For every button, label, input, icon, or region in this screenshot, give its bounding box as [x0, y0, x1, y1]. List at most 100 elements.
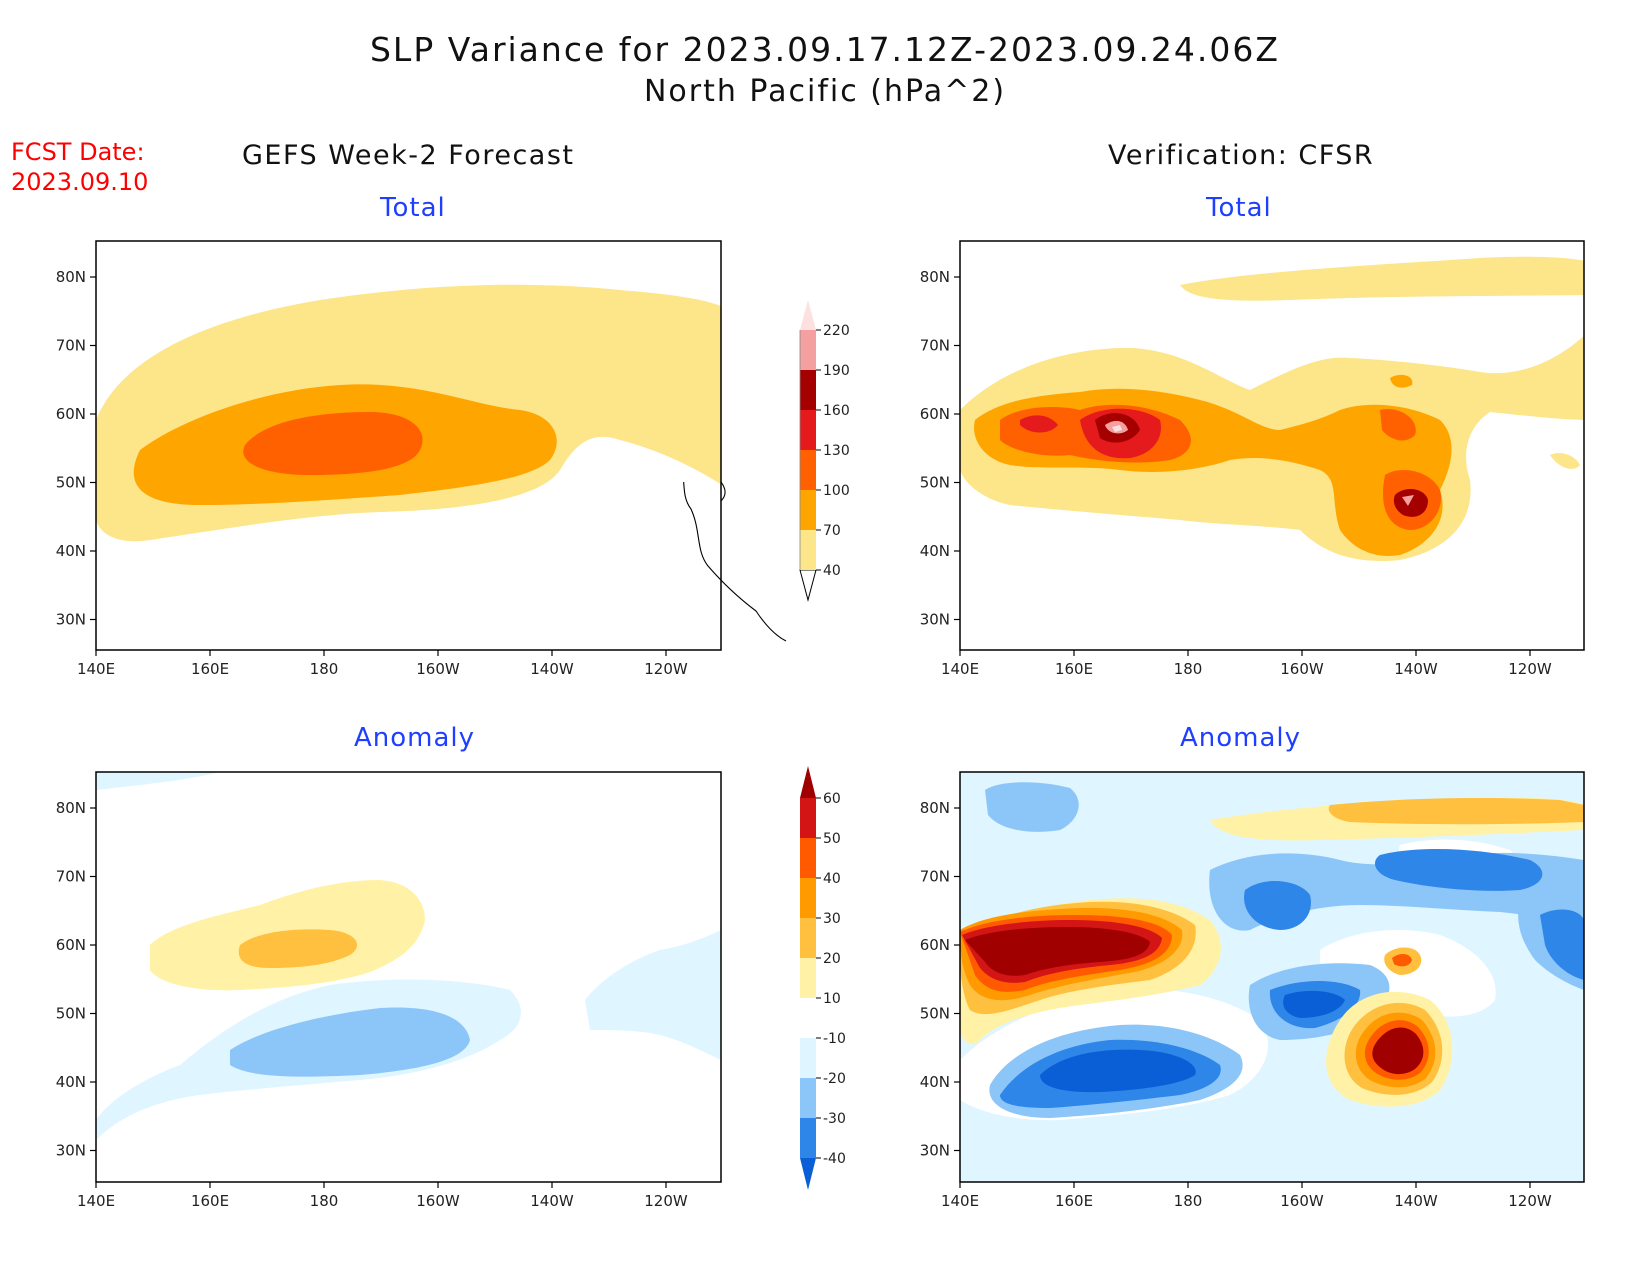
colorbar-total-upper-extend: [800, 300, 816, 330]
colorbar-anomaly-swatch: [800, 1118, 816, 1158]
forecast-date-label: FCST Date:: [11, 138, 145, 166]
colorbar-anomaly-label: -10: [823, 1031, 846, 1047]
colorbar-anomaly-label: 10: [823, 991, 841, 1007]
colorbar-total-swatch: [800, 370, 816, 410]
lat-label-50N: 50N: [920, 1005, 950, 1023]
colorbar-total-swatch: [800, 450, 816, 490]
colorbar-anomaly-swatch: [800, 1078, 816, 1118]
colorbar-anomaly-label: -40: [823, 1151, 846, 1167]
lon-label-120W: 120W: [1508, 660, 1552, 678]
colorbar-total-label: 160: [823, 403, 850, 419]
colorbar-total: 40 70 100 130 160 190 220: [799, 300, 850, 602]
lon-label-160E: 160E: [191, 660, 229, 678]
lat-label-40N: 40N: [920, 1073, 950, 1091]
lon-label-140E: 140E: [77, 1192, 115, 1210]
colorbar-total-swatch: [800, 410, 816, 450]
lat-label-50N: 50N: [56, 474, 86, 492]
lon-label-140W: 140W: [530, 1192, 574, 1210]
lat-label-80N: 80N: [920, 268, 950, 286]
colorbar-total-label: 190: [823, 363, 850, 379]
colorbar-total-swatch: [800, 330, 816, 370]
panel-title-cfsr-anomaly: Anomaly: [1180, 723, 1302, 753]
cfsr-anomaly-map: 80N 70N 60N 50N 40N 30N 140E 160E 180 160W 140W 120…: [920, 771, 1585, 1210]
colorbar-anomaly-label: 40: [823, 871, 841, 887]
lon-label-140W: 140W: [1394, 660, 1438, 678]
column-heading-gefs: GEFS Week-2 Forecast: [242, 140, 575, 171]
forecast-date-value: 2023.09.10: [11, 168, 149, 196]
colorbar-anomaly-upper-extend: [800, 766, 816, 798]
lon-label-180: 180: [310, 660, 339, 678]
colorbar-total-label: 40: [823, 563, 841, 579]
cfsr-total-map: 80N 70N 60N 50N 40N 30N 140E 160E 180 160W 140W 120…: [920, 240, 1585, 678]
gefs-total-map: 80N 70N 60N 50N 40N 30N 140E 160E 180 160W 140W 120…: [56, 240, 787, 678]
colorbar-total-swatch: [800, 490, 816, 530]
colorbar-anomaly-swatch: [800, 918, 816, 958]
colorbar-anomaly-label: -20: [823, 1071, 846, 1087]
lat-label-70N: 70N: [56, 337, 86, 355]
lat-label-60N: 60N: [920, 936, 950, 954]
lat-label-40N: 40N: [920, 542, 950, 560]
lon-label-120W: 120W: [1508, 1192, 1552, 1210]
lon-label-160W: 160W: [416, 1192, 460, 1210]
lon-label-140E: 140E: [77, 660, 115, 678]
lon-label-160E: 160E: [191, 1192, 229, 1210]
lon-label-140E: 140E: [941, 660, 979, 678]
colorbar-anomaly-label: 30: [823, 911, 841, 927]
colorbar-anomaly: -40 -30 -20 -10 10 20 30 40 50 60: [800, 766, 846, 1190]
colorbar-anomaly-lower-extend: [800, 1158, 816, 1190]
lat-label-80N: 80N: [56, 268, 86, 286]
lat-label-70N: 70N: [920, 868, 950, 886]
lat-label-50N: 50N: [920, 474, 950, 492]
colorbar-anomaly-swatch: [800, 798, 816, 838]
colorbar-anomaly-swatch: [800, 878, 816, 918]
lat-label-50N: 50N: [56, 1005, 86, 1023]
colorbar-anomaly-label: 20: [823, 951, 841, 967]
gefs-anomaly-map: 80N 70N 60N 50N 40N 30N 140E 160E 180 160W 140W 120…: [56, 771, 722, 1210]
colorbar-total-lower-extend: [799, 569, 817, 602]
colorbar-total-label: 130: [823, 443, 850, 459]
lon-label-140W: 140W: [1394, 1192, 1438, 1210]
lon-label-140W: 140W: [530, 660, 574, 678]
colorbar-anomaly-label: 60: [823, 791, 841, 807]
lat-label-30N: 30N: [56, 611, 86, 629]
lon-label-160E: 160E: [1055, 660, 1093, 678]
lon-label-180: 180: [310, 1192, 339, 1210]
lon-label-140E: 140E: [941, 1192, 979, 1210]
lat-label-60N: 60N: [56, 936, 86, 954]
colorbar-total-swatch: [800, 530, 816, 570]
figure-subtitle: North Pacific (hPa^2): [643, 74, 1007, 109]
column-heading-cfsr: Verification: CFSR: [1108, 140, 1375, 171]
lat-label-70N: 70N: [56, 868, 86, 886]
lat-label-60N: 60N: [56, 405, 86, 423]
lat-label-30N: 30N: [56, 1142, 86, 1160]
lon-label-160E: 160E: [1055, 1192, 1093, 1210]
lon-label-180: 180: [1174, 1192, 1203, 1210]
colorbar-anomaly-swatch: [800, 1038, 816, 1078]
colorbar-anomaly-swatch: [800, 838, 816, 878]
colorbar-total-label: 220: [823, 323, 850, 339]
lon-label-120W: 120W: [644, 1192, 688, 1210]
colorbar-total-label: 100: [823, 483, 850, 499]
lon-label-180: 180: [1174, 660, 1203, 678]
lat-label-40N: 40N: [56, 542, 86, 560]
lat-label-30N: 30N: [920, 611, 950, 629]
panel-title-gefs-total: Total: [380, 193, 446, 223]
lon-label-160W: 160W: [1280, 1192, 1324, 1210]
colorbar-anomaly-label: -30: [823, 1111, 846, 1127]
figure-title: SLP Variance for 2023.09.17.12Z-2023.09.…: [369, 30, 1281, 69]
lon-label-120W: 120W: [644, 660, 688, 678]
lat-label-80N: 80N: [56, 799, 86, 817]
panel-title-gefs-anomaly: Anomaly: [354, 723, 476, 753]
colorbar-anomaly-swatch: [800, 998, 816, 1038]
lat-label-70N: 70N: [920, 337, 950, 355]
lon-label-160W: 160W: [416, 660, 460, 678]
colorbar-anomaly-label: 50: [823, 831, 841, 847]
lat-label-30N: 30N: [920, 1142, 950, 1160]
colorbar-total-label: 70: [823, 523, 841, 539]
lat-label-60N: 60N: [920, 405, 950, 423]
colorbar-anomaly-swatch: [800, 958, 816, 998]
lat-label-80N: 80N: [920, 799, 950, 817]
panel-title-cfsr-total: Total: [1206, 193, 1272, 223]
lon-label-160W: 160W: [1280, 660, 1324, 678]
lat-label-40N: 40N: [56, 1073, 86, 1091]
